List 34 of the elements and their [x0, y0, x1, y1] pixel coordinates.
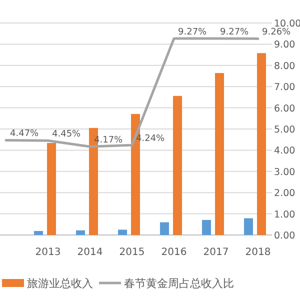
data-label: 9.27%	[178, 27, 208, 38]
legend-label: 旅游业总收入	[27, 277, 93, 290]
x-tick-label: 2014	[77, 247, 103, 258]
y-tick-label: 0.00	[274, 230, 296, 242]
bar	[47, 142, 56, 235]
data-label: 4.47%	[10, 129, 40, 140]
x-tick-label: 2013	[35, 247, 61, 258]
legend-label: 春节黄金周占总收入比	[124, 277, 234, 290]
y-tick-label: 2.00	[274, 188, 296, 200]
x-tick-label: 2015	[119, 247, 145, 258]
bar	[34, 230, 43, 235]
y-tick-label: 9.00	[274, 40, 296, 51]
data-label: 4.45%	[52, 130, 82, 140]
bar	[76, 230, 85, 235]
bar	[244, 218, 253, 235]
x-tick-label: 2018	[245, 247, 271, 258]
data-label: 9.26%	[262, 28, 292, 38]
x-tick-label: 2016	[161, 247, 187, 258]
y-tick-label: 7.00	[274, 82, 296, 94]
data-label: 9.27%	[220, 27, 250, 38]
bar	[160, 222, 169, 235]
bar	[118, 230, 127, 235]
y-tick-label: 5.00	[274, 124, 296, 136]
bar	[202, 220, 211, 235]
bar	[215, 73, 224, 235]
bar	[173, 96, 182, 235]
x-tick-label: 2017	[203, 247, 229, 258]
bar	[257, 53, 266, 235]
y-tick-label: 4.00	[274, 146, 296, 157]
y-tick-label: 3.00	[274, 166, 296, 178]
y-tick-label: 8.00	[274, 60, 296, 72]
y-tick-label: 1.00	[274, 209, 296, 220]
y-tick-label: 6.00	[274, 103, 296, 114]
line-series	[4, 37, 260, 148]
